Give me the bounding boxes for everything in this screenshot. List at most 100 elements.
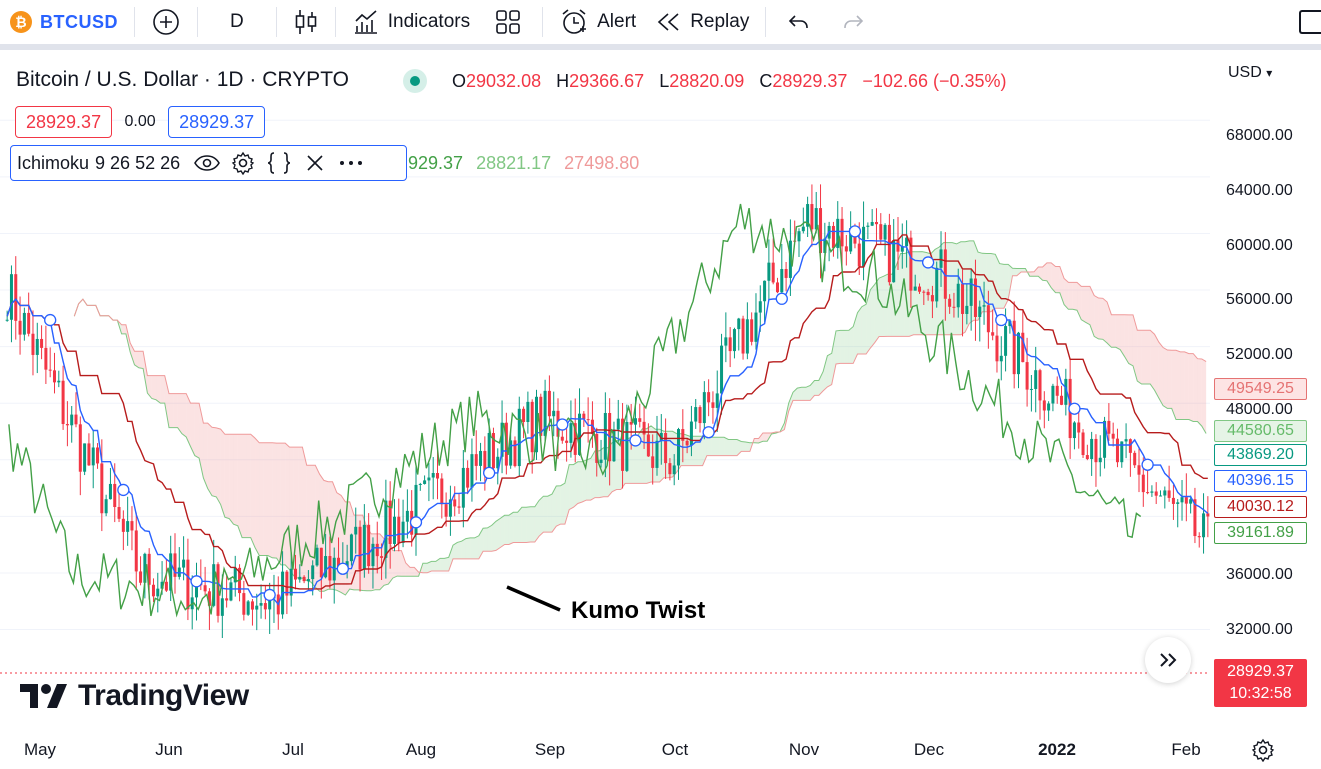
kumo-cloud-segment <box>233 434 238 526</box>
candle-body <box>1064 378 1068 405</box>
signal-marker <box>1141 458 1154 471</box>
indicator-name: Ichimoku <box>17 152 90 173</box>
more-button[interactable] <box>336 148 366 178</box>
kumo-cloud-segment <box>952 242 957 335</box>
kumo-cloud-segment <box>715 437 720 456</box>
candle-body <box>113 483 117 508</box>
kumo-cloud-segment <box>521 507 527 543</box>
kumo-twist-annotation[interactable]: Kumo Twist <box>571 597 706 624</box>
redo-button[interactable] <box>826 0 880 44</box>
candle-body <box>100 463 104 514</box>
candle-body <box>982 305 986 307</box>
interval-button[interactable]: D <box>230 11 244 32</box>
candle-body <box>91 447 95 466</box>
kumo-cloud-segment <box>887 274 892 337</box>
candle-body <box>879 224 883 240</box>
kumo-cloud-segment <box>143 351 148 394</box>
kumo-cloud-segment <box>711 437 716 456</box>
kumo-cloud-segment <box>1089 286 1095 337</box>
kumo-cloud-segment <box>526 506 531 543</box>
kumo-cloud-segment <box>797 387 802 401</box>
scroll-to-realtime-button[interactable] <box>1145 637 1191 683</box>
kumo-cloud-segment <box>577 461 583 504</box>
kumo-cloud-segment <box>513 512 518 543</box>
kumo-cloud-segment <box>164 375 169 428</box>
kumo-cloud-segment <box>530 506 535 542</box>
kumo-cloud-segment <box>1132 314 1138 382</box>
market-status-icon[interactable] <box>403 69 427 93</box>
candle-body <box>1016 332 1020 375</box>
candle-body <box>767 262 771 281</box>
kumo-cloud-segment <box>306 465 311 583</box>
candle-body <box>423 480 427 484</box>
chart-type-button[interactable] <box>283 0 329 44</box>
visibility-button[interactable] <box>192 148 222 178</box>
candle-body <box>956 283 960 308</box>
currency-label: USD <box>1228 64 1262 81</box>
kumo-cloud-segment <box>160 375 165 404</box>
candle-body <box>797 231 801 242</box>
candle-body <box>655 440 659 468</box>
chart-settings-button[interactable] <box>1251 738 1275 767</box>
gear-icon <box>1251 738 1275 763</box>
candle-body <box>728 337 732 352</box>
kumo-cloud-segment <box>478 528 484 559</box>
low-label: L <box>659 71 670 91</box>
candle-body <box>479 450 483 466</box>
time-axis-label: Sep <box>534 740 566 759</box>
candle-body <box>513 440 517 467</box>
source-code-button[interactable] <box>264 148 294 178</box>
candle-body <box>836 218 840 248</box>
annotation-pointer <box>506 585 561 612</box>
replay-button[interactable]: Replay <box>646 0 759 44</box>
kumo-cloud-segment <box>879 276 884 337</box>
kumo-cloud-segment <box>1042 262 1047 281</box>
gear-icon <box>231 151 255 175</box>
time-axis-label: 2022 <box>1038 740 1076 759</box>
high-label: H <box>556 71 570 91</box>
sell-button[interactable]: 28929.37 <box>15 106 113 138</box>
kumo-cloud-segment <box>586 458 591 501</box>
tradingview-logo[interactable]: TradingView <box>20 679 249 713</box>
undo-button[interactable] <box>772 0 826 44</box>
remove-indicator-button[interactable] <box>300 148 330 178</box>
candle-body <box>444 504 448 517</box>
chart-pane[interactable]: Bitcoin / U.S. Dollar · 1D · CRYPTO O290… <box>0 50 1321 769</box>
kumo-cloud-segment <box>255 438 260 556</box>
kijun-sen-line <box>6 234 1208 590</box>
currency-selector[interactable]: USD ▾ <box>1228 64 1272 82</box>
kumo-cloud-segment <box>1124 314 1129 364</box>
layouts-button[interactable] <box>480 0 536 44</box>
settings-button[interactable] <box>228 148 258 178</box>
kumo-cloud-segment <box>504 515 509 545</box>
symbol-search[interactable]: ₿ BTCUSD <box>0 0 128 44</box>
signal-marker <box>190 575 203 588</box>
kumo-cloud-segment <box>401 550 406 577</box>
alert-button[interactable]: Alert <box>549 0 646 44</box>
candle-body <box>857 243 861 267</box>
candle-body <box>70 414 74 426</box>
candle-body <box>1184 497 1188 504</box>
kumo-cloud-segment <box>1008 264 1013 300</box>
kumo-cloud-segment <box>788 392 793 412</box>
candle-body <box>173 553 177 577</box>
candle-body <box>319 547 323 578</box>
kumo-cloud-segment <box>435 558 441 572</box>
candle-body <box>466 467 470 488</box>
indicator-legend[interactable]: Ichimoku 9 26 52 26 <box>10 145 407 181</box>
compare-symbol-button[interactable] <box>141 0 191 44</box>
candle-body <box>599 459 603 463</box>
indicators-button[interactable]: Indicators <box>342 0 480 44</box>
kumo-cloud-segment <box>1150 330 1155 391</box>
candle-body <box>844 246 848 252</box>
candle-body <box>642 421 646 435</box>
kumo-cloud-segment <box>453 542 458 559</box>
panel-toggle-button[interactable] <box>1299 10 1321 34</box>
signal-marker <box>702 426 715 439</box>
kumo-cloud-segment <box>134 351 139 368</box>
candle-body <box>1146 492 1150 494</box>
alert-label: Alert <box>597 11 637 32</box>
buy-button[interactable]: 28929.37 <box>168 106 266 138</box>
candle-body <box>289 568 293 596</box>
close-icon <box>307 155 323 171</box>
